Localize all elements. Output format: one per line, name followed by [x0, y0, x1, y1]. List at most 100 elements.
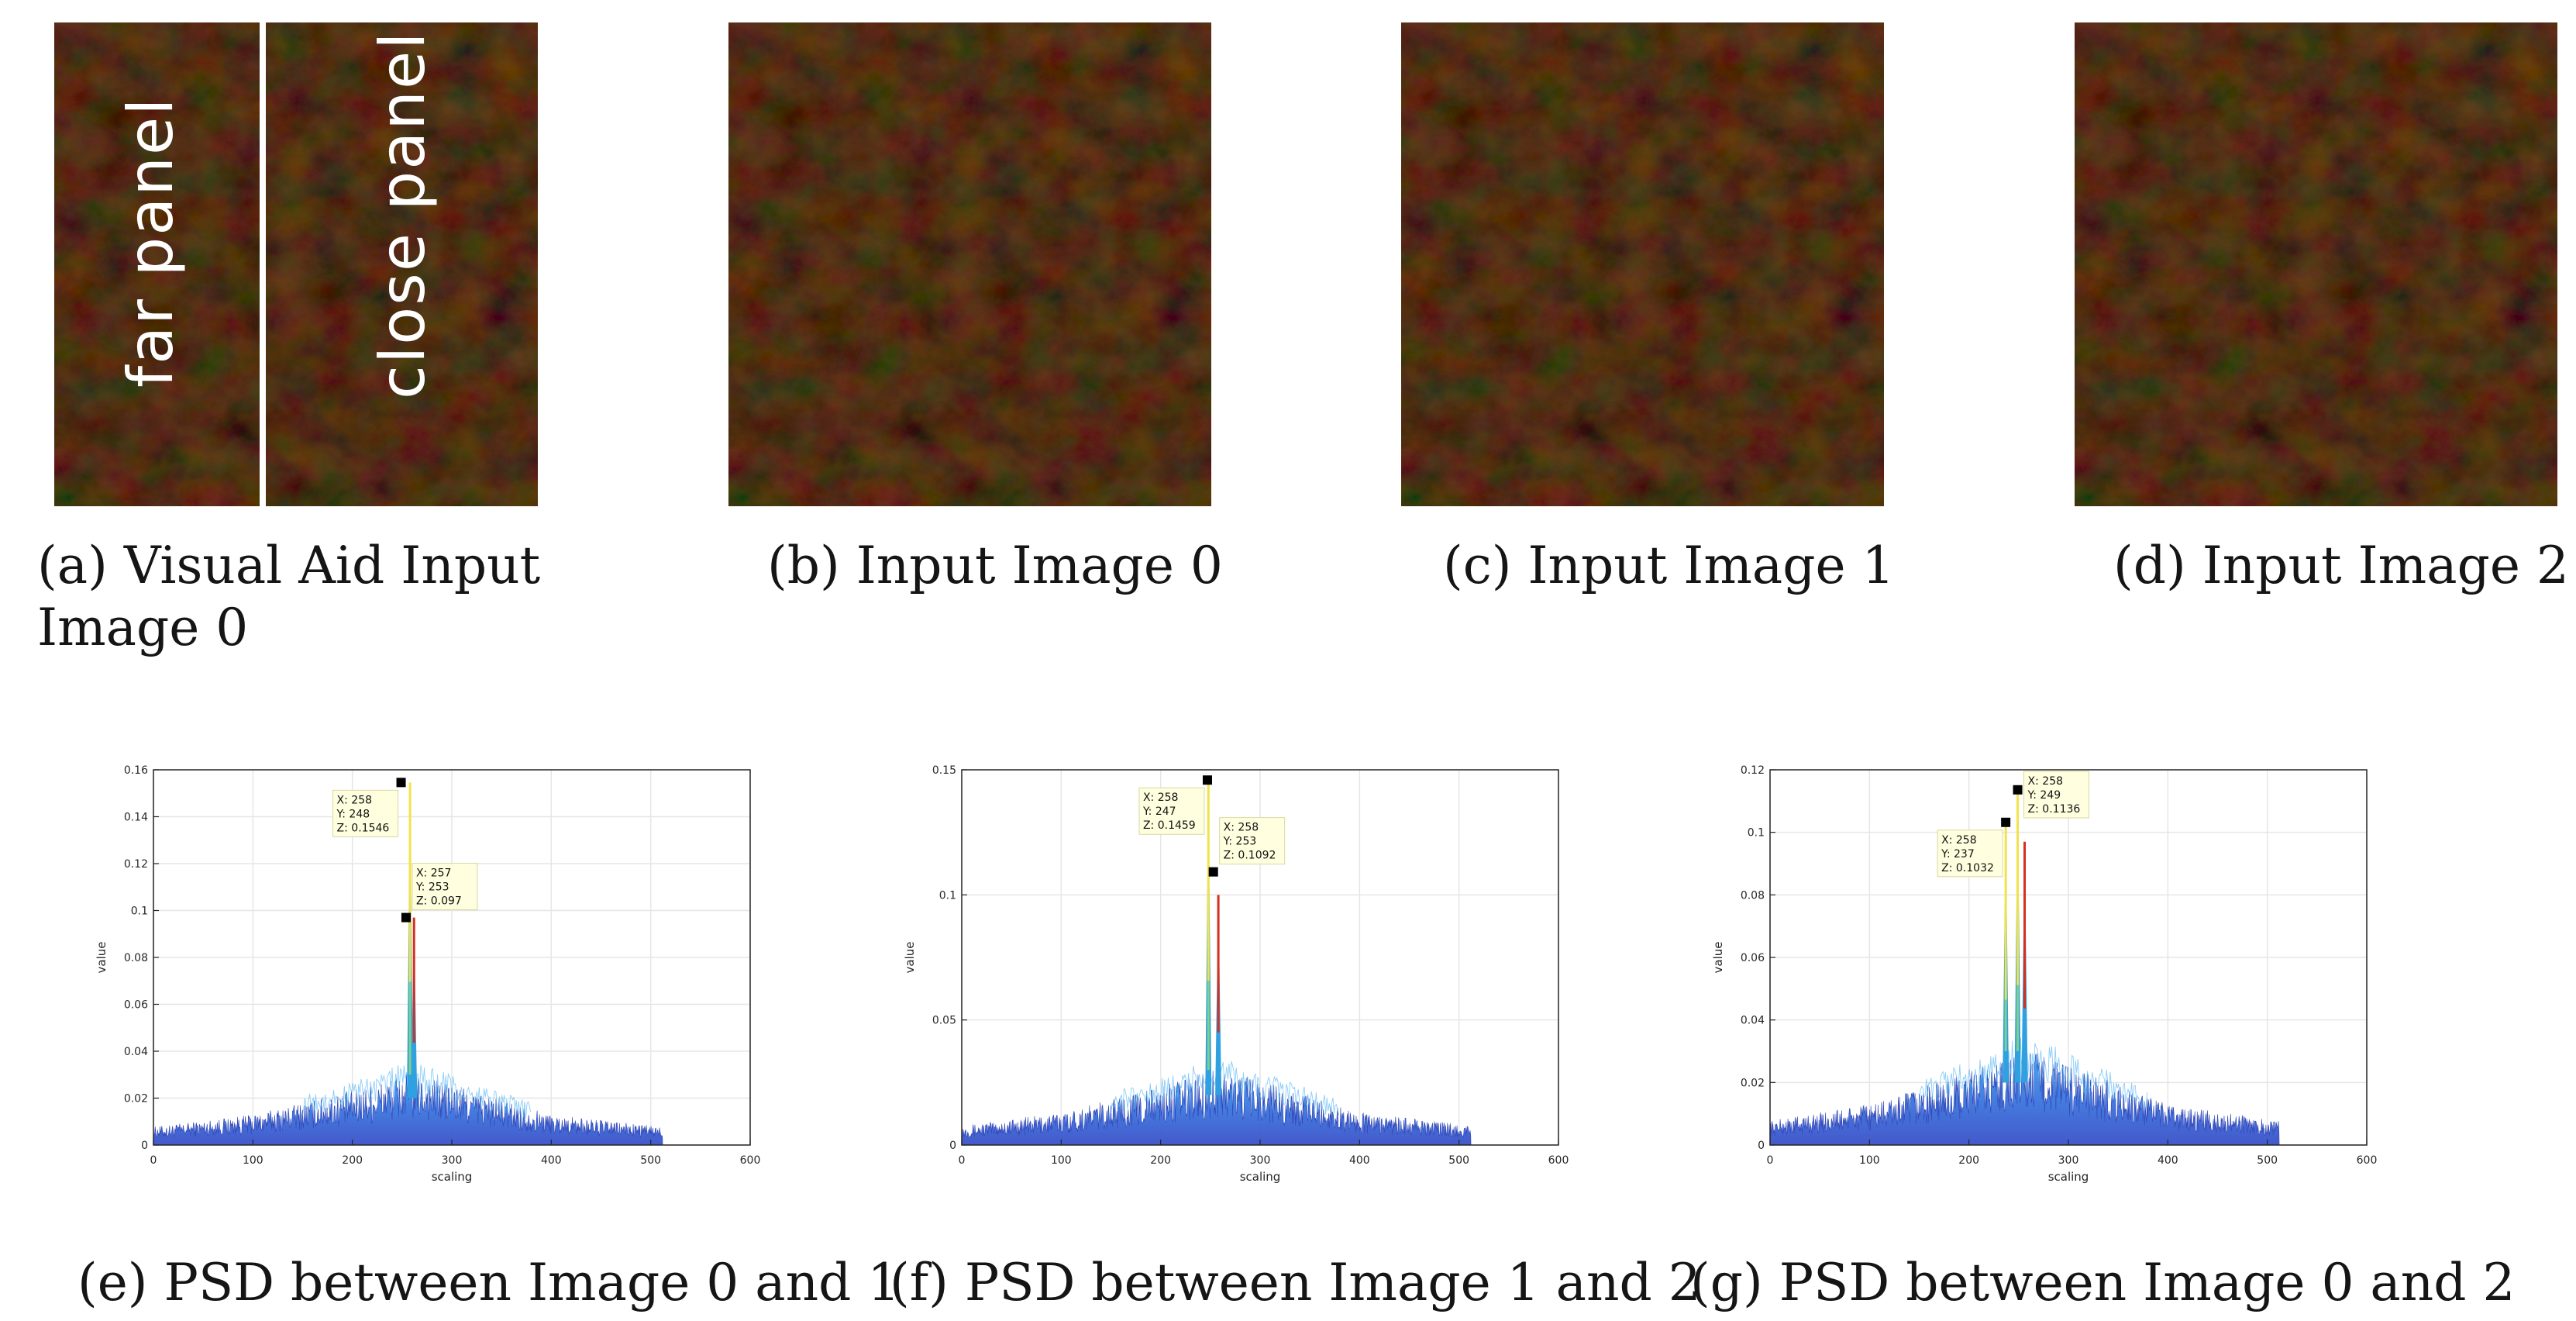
- datatip-marker: [2001, 817, 2011, 827]
- datatip-text: X: 258: [1941, 834, 1976, 847]
- x-tick-label: 200: [1150, 1154, 1171, 1167]
- x-tick-label: 600: [740, 1154, 761, 1167]
- datatip-text: Z: 0.1546: [337, 822, 390, 834]
- datatip-text: X: 258: [2028, 775, 2063, 788]
- datatip-text: Y: 249: [2027, 789, 2061, 802]
- datatip-marker: [401, 912, 411, 923]
- input-image-0: [728, 22, 1211, 506]
- y-axis-label: value: [903, 942, 917, 974]
- y-axis-label: value: [1711, 942, 1725, 974]
- texture-far-panel: [54, 22, 538, 506]
- y-tick-label: 0: [1758, 1140, 1765, 1152]
- y-tick-label: 0.06: [1741, 952, 1765, 964]
- datatip-box: [1138, 787, 1205, 835]
- caption-a-line2: Image 0: [37, 598, 249, 657]
- x-tick-label: 0: [1767, 1154, 1774, 1167]
- close-panel-label: close panel: [367, 30, 439, 399]
- x-tick-label: 500: [640, 1154, 661, 1167]
- y-axis-label: value: [95, 942, 108, 974]
- datatip-text: Y: 237: [1941, 848, 1975, 861]
- y-tick-label: 0.1: [939, 889, 956, 902]
- y-tick-label: 0.14: [124, 812, 148, 824]
- x-tick-label: 600: [2357, 1154, 2378, 1167]
- y-tick-label: 0.04: [124, 1046, 148, 1058]
- panel-divider: [260, 22, 266, 506]
- psd-plot-e: X: 258 Y: 248 Z: 0.1546 X: 257 Y: 253 Z: 0.09…: [77, 744, 775, 1209]
- y-tick-label: 0.16: [124, 764, 148, 777]
- y-tick-label: 0.1: [131, 905, 148, 918]
- x-tick-label: 600: [1548, 1154, 1569, 1167]
- datatip-marker: [1208, 867, 1218, 877]
- datatip-marker: [396, 778, 406, 788]
- caption-e: (e) PSD between Image 0 and 1: [77, 1253, 901, 1312]
- x-tick-label: 500: [2257, 1154, 2278, 1167]
- caption-c: (c) Input Image 1: [1443, 536, 1895, 595]
- psd-surface-ridge: [1111, 1061, 1340, 1116]
- datatip-text: Z: 0.1459: [1143, 819, 1196, 832]
- x-axis-label: scaling: [432, 1170, 473, 1184]
- datatip-text: Z: 0.097: [416, 895, 462, 908]
- x-tick-label: 200: [342, 1154, 363, 1167]
- x-tick-label: 0: [959, 1154, 966, 1167]
- x-tick-label: 400: [2158, 1154, 2178, 1167]
- x-tick-label: 0: [150, 1154, 157, 1167]
- x-tick-label: 400: [1349, 1154, 1370, 1167]
- far-panel-label: far panel: [115, 96, 187, 388]
- datatip-text: Y: 248: [336, 808, 370, 820]
- y-tick-label: 0.1: [1748, 827, 1765, 840]
- y-tick-label: 0.12: [124, 858, 148, 871]
- x-axis-label: scaling: [2048, 1170, 2089, 1184]
- y-tick-label: 0.05: [932, 1015, 956, 1027]
- y-tick-label: 0: [141, 1140, 148, 1152]
- psd-surface-ridge: [1919, 1037, 2148, 1111]
- caption-f: (f) PSD between Image 1 and 2: [890, 1253, 1701, 1312]
- datatip-box: [1219, 817, 1286, 865]
- caption-g: (g) PSD between Image 0 and 2: [1690, 1253, 2516, 1312]
- datatip-text: Y: 247: [1142, 805, 1176, 818]
- y-tick-label: 0.04: [1741, 1015, 1765, 1027]
- y-tick-label: 0.15: [932, 764, 956, 777]
- caption-a-line1: (a) Visual Aid Input: [37, 536, 541, 595]
- input-image-1: [1401, 22, 1884, 506]
- x-tick-label: 400: [541, 1154, 562, 1167]
- datatip-text: Z: 0.1136: [2028, 803, 2081, 816]
- y-tick-label: 0.02: [124, 1093, 148, 1105]
- datatip-box: [332, 789, 399, 837]
- datatip-text: X: 258: [337, 794, 372, 806]
- x-tick-label: 200: [1958, 1154, 1979, 1167]
- datatip-text: Y: 253: [1223, 836, 1257, 848]
- x-tick-label: 500: [1448, 1154, 1469, 1167]
- caption-b: (b) Input Image 0: [767, 536, 1223, 595]
- x-tick-label: 100: [1859, 1154, 1880, 1167]
- datatip-text: Z: 0.1032: [1941, 862, 1994, 874]
- psd-plot-f: X: 258 Y: 247 Z: 0.1459 X: 258 Y: 253 Z: 0.10…: [886, 744, 1583, 1209]
- y-tick-label: 0.02: [1741, 1077, 1765, 1089]
- datatip-box: [2023, 771, 2090, 819]
- y-tick-label: 0.06: [124, 999, 148, 1012]
- psd-plot-g: X: 258 Y: 237 Z: 0.1032 X: 258 Y: 249 Z: 0.11…: [1694, 744, 2392, 1209]
- datatip-text: X: 257: [416, 867, 451, 880]
- datatip-marker: [1202, 775, 1212, 785]
- y-tick-label: 0.12: [1741, 764, 1765, 777]
- x-tick-label: 100: [1051, 1154, 1072, 1167]
- y-tick-label: 0.08: [124, 952, 148, 964]
- caption-d: (d) Input Image 2: [2113, 536, 2569, 595]
- datatip-text: X: 258: [1143, 792, 1178, 804]
- x-axis-label: scaling: [1240, 1170, 1281, 1184]
- y-tick-label: 0: [949, 1140, 956, 1152]
- x-tick-label: 300: [442, 1154, 463, 1167]
- datatip-marker: [2013, 785, 2023, 795]
- x-tick-label: 300: [1250, 1154, 1271, 1167]
- datatip-box: [1937, 830, 2003, 878]
- datatip-text: Z: 0.1092: [1224, 850, 1276, 862]
- datatip-box: [412, 863, 478, 911]
- y-tick-label: 0.08: [1741, 889, 1765, 902]
- input-image-2: [2075, 22, 2557, 506]
- x-tick-label: 100: [243, 1154, 263, 1167]
- datatip-text: Y: 253: [415, 881, 449, 894]
- visual-aid-image: [54, 22, 538, 506]
- x-tick-label: 300: [2058, 1154, 2079, 1167]
